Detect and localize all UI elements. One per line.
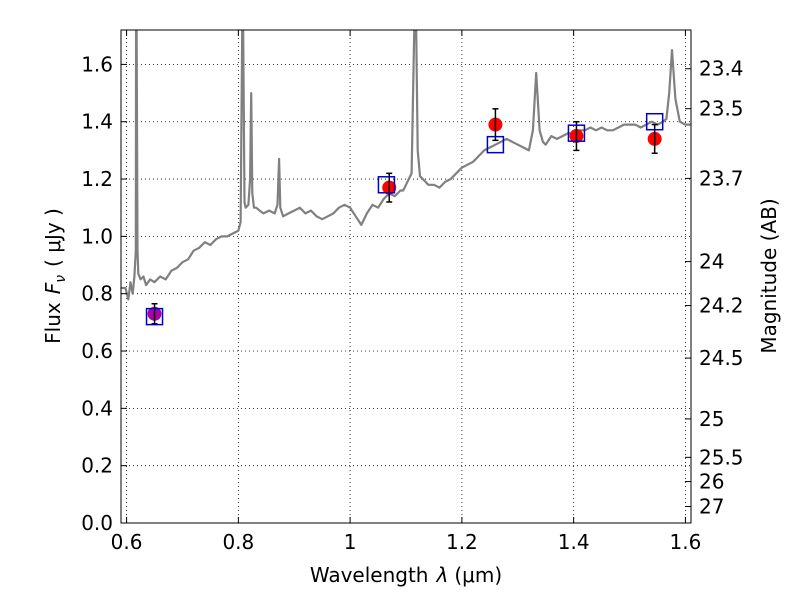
x-axis-label: Wavelength λ (μm)	[310, 563, 502, 587]
plot-background	[121, 30, 691, 523]
x-tick-label: 0.6	[111, 530, 143, 554]
magnitude-tick-label: 24	[699, 250, 724, 274]
y-tick-label: 0.6	[81, 339, 113, 363]
model-photometry-point	[145, 307, 164, 326]
x-tick-label: 1	[344, 530, 357, 554]
magnitude-axis-label: Magnitude (AB)	[757, 198, 781, 353]
magnitude-tick-label: 26	[699, 470, 724, 494]
x-tick-label: 0.8	[222, 530, 254, 554]
y-tick-label: 0.8	[81, 282, 113, 306]
data-series	[121, 30, 691, 326]
y-tick-label: 0.0	[81, 511, 113, 535]
model-photometry-point	[645, 112, 664, 131]
y-tick-label: 0.4	[81, 396, 113, 420]
y-tick-label: 1.4	[81, 110, 113, 134]
model-photometry-point	[377, 176, 396, 194]
x-tick-label: 1.6	[670, 530, 702, 554]
magnitude-tick-label: 23.7	[699, 166, 744, 190]
y-tick-label: 1.6	[81, 52, 113, 76]
magnitude-tick-label: 24.2	[699, 294, 744, 318]
plot-frame	[120, 29, 692, 524]
model-photometry-point	[567, 124, 586, 142]
y-tick-label: 1.2	[81, 167, 113, 191]
magnitude-tick-label: 25	[699, 407, 724, 431]
magnitude-tick-label: 23.4	[699, 57, 744, 81]
x-tick-label: 1.2	[446, 530, 478, 554]
y-tick-label: 0.2	[81, 454, 113, 478]
y-tick-label: 1.0	[81, 224, 113, 248]
model-photometry-point	[486, 135, 505, 154]
magnitude-tick-label: 24.5	[699, 346, 744, 370]
x-tick-label: 1.4	[558, 530, 590, 554]
axis-ticks: 0.6 0.8 1 1.2 1.4 1.6 0.0 0.2 0.4 0.6 0.8 1.0 1.2 1.4…	[81, 30, 744, 554]
magnitude-tick-label: 25.5	[699, 445, 744, 469]
magnitude-tick-label: 27	[699, 495, 724, 519]
magnitude-tick-label: 23.5	[699, 97, 744, 121]
y-axis-label: FluxFν( μJy )	[41, 208, 69, 344]
